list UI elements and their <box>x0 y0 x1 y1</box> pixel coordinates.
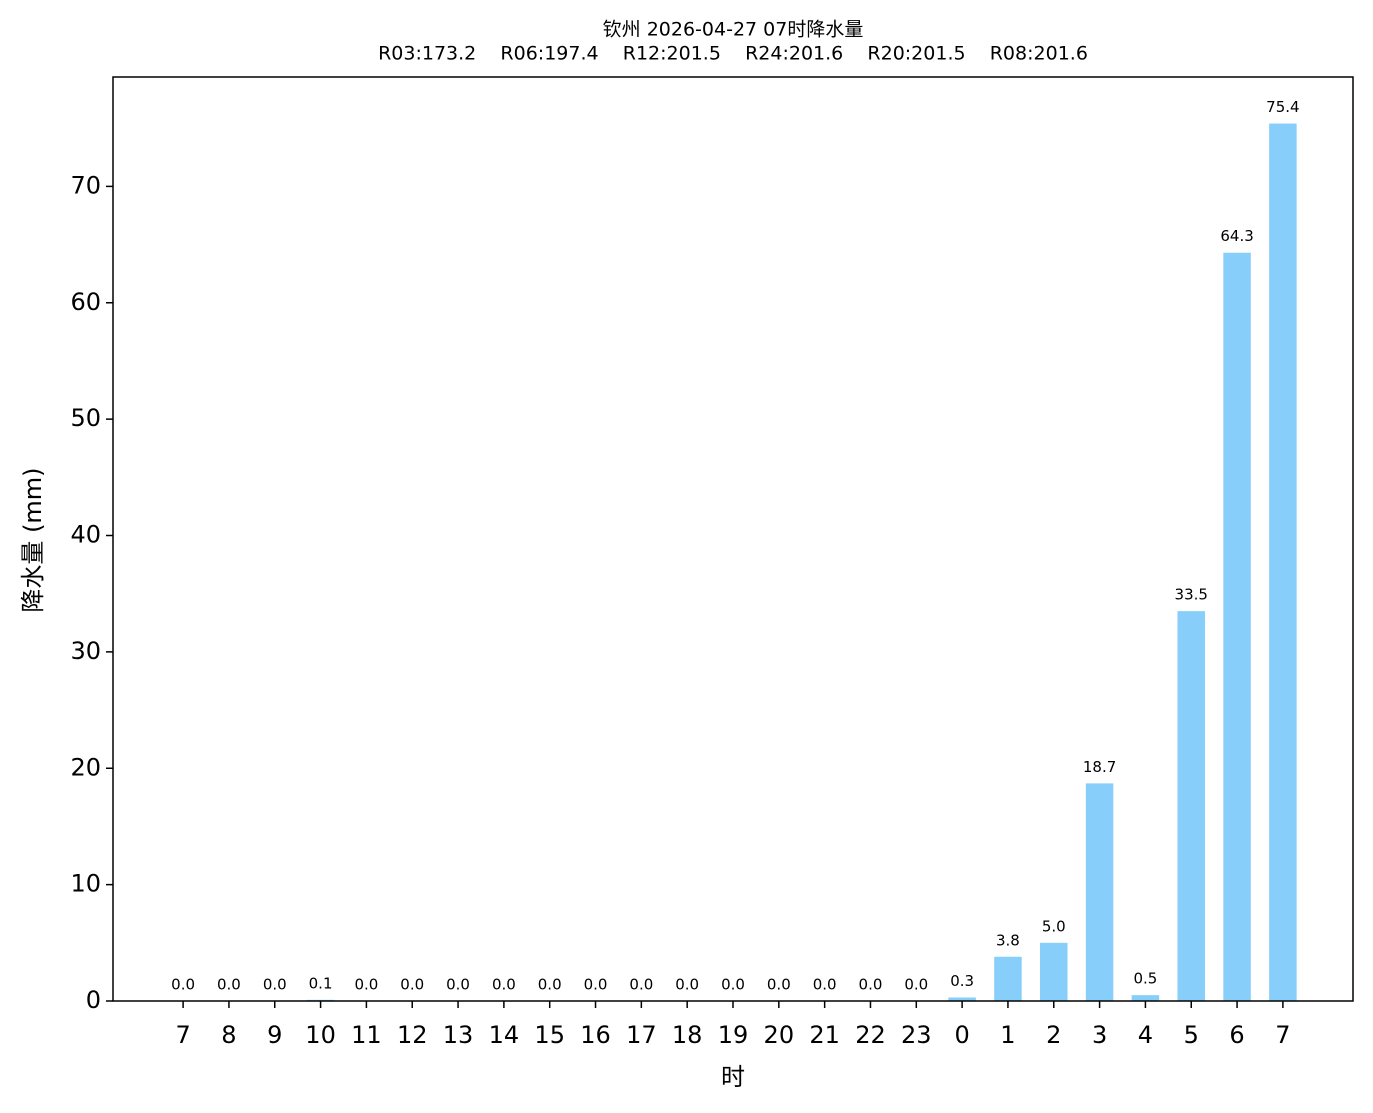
x-tick-label: 17 <box>626 1021 657 1049</box>
data-label: 0.0 <box>721 976 745 994</box>
x-tick-label: 3 <box>1092 1021 1107 1049</box>
x-tick-label: 18 <box>672 1021 703 1049</box>
x-tick-label: 7 <box>1275 1021 1290 1049</box>
data-label: 0.0 <box>446 976 470 994</box>
x-tick-label: 2 <box>1046 1021 1061 1049</box>
x-tick-label: 14 <box>489 1021 520 1049</box>
y-tick-label: 30 <box>70 637 101 665</box>
data-label: 0.0 <box>354 976 378 994</box>
data-label: 33.5 <box>1175 586 1208 604</box>
plot-frame <box>112 76 1354 1002</box>
data-label: 18.7 <box>1083 758 1116 776</box>
y-tick-label: 40 <box>70 521 101 549</box>
x-tick-label: 4 <box>1138 1021 1153 1049</box>
data-label: 64.3 <box>1220 227 1253 245</box>
x-tick-label: 12 <box>397 1021 428 1049</box>
x-tick-label: 7 <box>175 1021 190 1049</box>
data-label: 0.0 <box>263 976 287 994</box>
bar <box>1040 942 1068 1001</box>
data-label: 0.0 <box>859 976 883 994</box>
y-tick-label: 60 <box>70 288 101 316</box>
x-tick-label: 8 <box>221 1021 236 1049</box>
y-tick-label: 20 <box>70 753 101 781</box>
data-label: 0.0 <box>217 976 241 994</box>
x-tick-label: 0 <box>954 1021 969 1049</box>
x-tick-label: 21 <box>809 1021 840 1049</box>
data-label: 0.0 <box>171 976 195 994</box>
x-tick-label: 6 <box>1229 1021 1244 1049</box>
data-label: 75.4 <box>1266 98 1299 116</box>
data-label: 0.0 <box>813 976 837 994</box>
bar <box>1085 783 1114 1001</box>
bar <box>1269 123 1297 1001</box>
bar <box>994 956 1022 1001</box>
bar <box>1131 995 1160 1001</box>
data-label: 0.0 <box>400 976 424 994</box>
x-axis-label: 时 <box>721 1063 745 1091</box>
x-tick-label: 15 <box>534 1021 565 1049</box>
y-tick-label: 10 <box>70 870 101 898</box>
data-label: 0.0 <box>584 976 608 994</box>
data-label: 5.0 <box>1042 917 1066 935</box>
data-label: 0.0 <box>904 976 928 994</box>
x-tick-label: 20 <box>764 1021 795 1049</box>
y-tick-label: 70 <box>70 171 101 199</box>
bar <box>948 997 976 1001</box>
x-tick-label: 13 <box>443 1021 474 1049</box>
data-label: 0.0 <box>538 976 562 994</box>
x-tick-label: 16 <box>580 1021 611 1049</box>
data-label: 0.0 <box>492 976 516 994</box>
data-label: 0.0 <box>675 976 699 994</box>
bar <box>1177 611 1205 1001</box>
data-label: 3.8 <box>996 931 1020 949</box>
x-tick-label: 10 <box>305 1021 336 1049</box>
data-label: 0.1 <box>309 974 333 992</box>
x-tick-label: 23 <box>901 1021 932 1049</box>
y-tick-label: 50 <box>70 404 101 432</box>
data-label: 0.3 <box>950 972 974 990</box>
x-tick-label: 11 <box>351 1021 382 1049</box>
chart-title: 钦州 2026-04-27 07时降水量 <box>603 19 864 41</box>
bar <box>1223 252 1251 1002</box>
data-label: 0.5 <box>1133 970 1157 988</box>
x-tick-label: 19 <box>718 1021 749 1049</box>
x-tick-label: 5 <box>1184 1021 1199 1049</box>
x-tick-label: 1 <box>1000 1021 1015 1049</box>
y-tick-label: 0 <box>86 986 101 1014</box>
data-label: 0.0 <box>629 976 653 994</box>
x-tick-label: 9 <box>267 1021 282 1049</box>
x-tick-label: 22 <box>855 1021 886 1049</box>
y-axis-label: 降水量 (mm) <box>19 467 47 612</box>
chart-subtitle: R03:173.2 R06:197.4 R12:201.5 R24:201.6 … <box>378 43 1088 65</box>
data-label: 0.0 <box>767 976 791 994</box>
